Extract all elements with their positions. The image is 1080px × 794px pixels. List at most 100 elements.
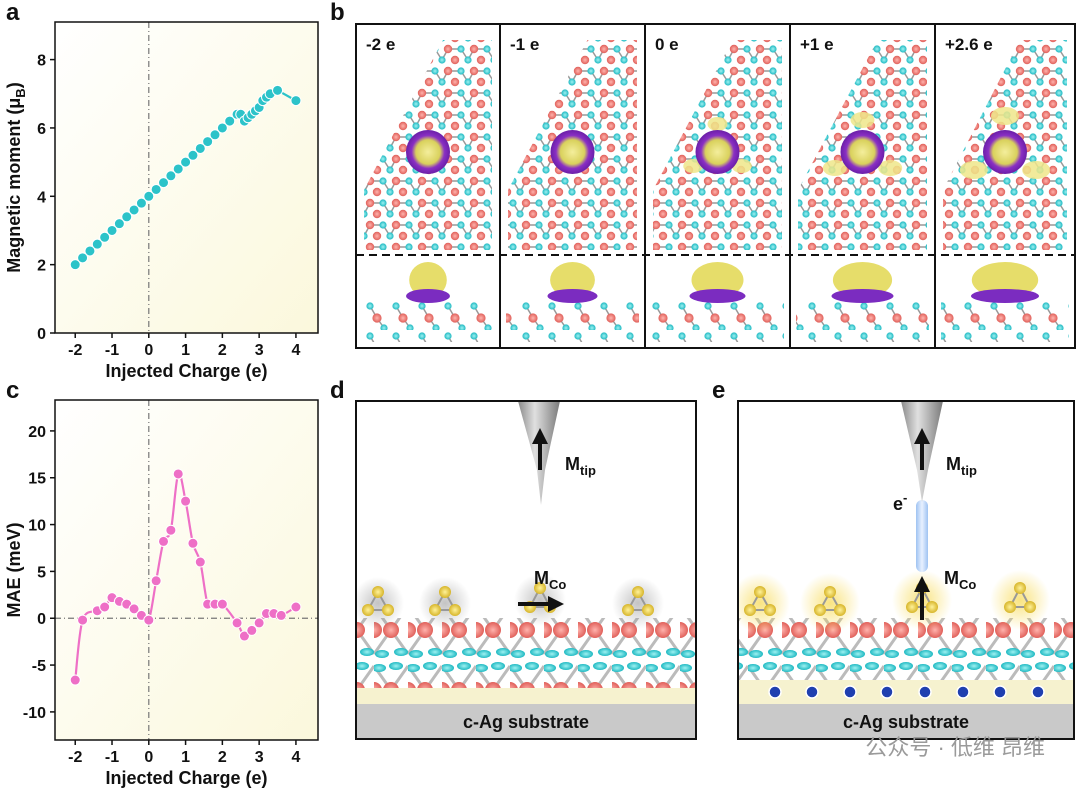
plot-background bbox=[55, 22, 318, 333]
column-label: -2 e bbox=[366, 35, 395, 54]
substrate-label: c-Ag substrate bbox=[463, 712, 589, 732]
charge-lobe bbox=[822, 160, 847, 176]
tunnel-current bbox=[916, 500, 928, 572]
x-tick-label: -1 bbox=[105, 342, 119, 359]
data-point bbox=[202, 136, 214, 148]
co-trimers bbox=[738, 570, 1050, 633]
data-point bbox=[180, 156, 192, 168]
y-axis-title-part: MAE (meV) bbox=[4, 522, 24, 617]
x-axis-title: Injected Charge (e) bbox=[105, 768, 267, 788]
charge-density bbox=[840, 130, 885, 174]
x-axis-title: Injected Charge (e) bbox=[105, 361, 267, 381]
panel-b: -2 e -1 e 0 e +1 e +2.6 e bbox=[355, 23, 1076, 349]
y-tick-label: 8 bbox=[37, 53, 46, 70]
data-point bbox=[121, 211, 133, 223]
x-tick-label: 2 bbox=[218, 749, 227, 766]
charge-side bbox=[691, 262, 744, 298]
co-label: MCo bbox=[534, 568, 566, 592]
panel-label: c bbox=[6, 377, 19, 404]
data-point bbox=[194, 556, 206, 568]
data-point bbox=[224, 115, 236, 127]
data-point bbox=[165, 170, 177, 182]
charge-lobe bbox=[959, 161, 988, 179]
data-point bbox=[272, 84, 284, 96]
data-point bbox=[150, 575, 162, 587]
data-point bbox=[69, 259, 81, 271]
y-tick-label: 4 bbox=[37, 189, 46, 206]
data-point bbox=[187, 537, 199, 549]
electron-label: e- bbox=[893, 490, 907, 514]
panel-d: Mtip MCo c-Ag substrate bbox=[355, 400, 697, 740]
data-point bbox=[143, 614, 155, 626]
data-point bbox=[165, 524, 177, 536]
charge-side bbox=[547, 289, 598, 303]
y-tick-label: 20 bbox=[28, 424, 46, 441]
x-tick-label: 1 bbox=[181, 342, 190, 359]
charge-density bbox=[695, 130, 740, 174]
charge-lobe bbox=[707, 117, 728, 131]
charge-side bbox=[971, 289, 1039, 303]
x-tick-label: 2 bbox=[218, 342, 227, 359]
columns: -2 e -1 e 0 e +1 e +2.6 e bbox=[362, 24, 1069, 348]
plot-frame bbox=[54, 399, 319, 741]
lattice-side bbox=[651, 300, 784, 342]
data-point bbox=[180, 495, 192, 507]
watermark: 公众号 · 低维 昂维 bbox=[865, 735, 1045, 760]
tip-label: Mtip bbox=[565, 454, 596, 478]
charge-density bbox=[983, 130, 1027, 174]
chart: -2 -1 0 1 2 3 4 0 2 4 6 8 Injected Charge (e) Magneti… bbox=[4, 21, 319, 381]
column: 0 e bbox=[644, 24, 784, 348]
lattice-side bbox=[506, 300, 639, 342]
y-axis-title-part: ) bbox=[4, 82, 24, 88]
x-tick-label: 4 bbox=[291, 342, 300, 359]
substrate bbox=[356, 704, 696, 739]
y-tick-label: 0 bbox=[37, 611, 46, 628]
data-point bbox=[106, 224, 118, 236]
y-tick-label: 15 bbox=[28, 471, 46, 488]
data-point bbox=[135, 197, 147, 209]
data-point bbox=[128, 603, 140, 615]
data-point bbox=[158, 177, 170, 189]
data-point bbox=[91, 238, 103, 250]
data-point bbox=[290, 601, 302, 613]
y-axis-title-part: Magnetic moment (μ bbox=[4, 98, 24, 273]
data-point bbox=[99, 231, 111, 243]
charge-side bbox=[971, 262, 1039, 298]
y-tick-label: 6 bbox=[37, 121, 46, 138]
lattice-side bbox=[941, 300, 1069, 342]
charge-lobe bbox=[878, 160, 903, 176]
charge-side bbox=[406, 289, 450, 303]
x-tick-label: -2 bbox=[68, 749, 82, 766]
data-point bbox=[128, 204, 140, 216]
panel-label: d bbox=[330, 377, 345, 404]
column-label: -1 e bbox=[510, 35, 539, 54]
panel-label: b bbox=[330, 0, 345, 26]
frame bbox=[737, 400, 1075, 740]
data-point bbox=[113, 218, 125, 230]
data-point bbox=[150, 183, 162, 195]
data-point bbox=[158, 535, 170, 547]
interface bbox=[738, 680, 1074, 704]
data-point bbox=[77, 252, 89, 264]
data-point bbox=[253, 617, 265, 629]
data-point bbox=[216, 122, 228, 134]
lattice-side bbox=[796, 300, 929, 342]
x-tick-label: -1 bbox=[105, 749, 119, 766]
interface bbox=[356, 688, 696, 704]
x-tick-label: 1 bbox=[181, 749, 190, 766]
y-tick-label: -10 bbox=[23, 705, 46, 722]
column: -2 e bbox=[362, 35, 494, 342]
plot-background bbox=[55, 400, 318, 740]
charge-side bbox=[550, 262, 595, 298]
panel-e: Mtip e- MCo c-Ag substrate 公众号 · 低维 昂维 bbox=[737, 400, 1075, 760]
lattice-side bbox=[362, 300, 494, 342]
data-point bbox=[216, 598, 228, 610]
y-tick-label: 2 bbox=[37, 258, 46, 275]
frame bbox=[355, 400, 697, 740]
y-tick-label: -5 bbox=[32, 658, 46, 675]
column-label: +1 e bbox=[800, 35, 834, 54]
data-point bbox=[231, 617, 243, 629]
data-point bbox=[187, 149, 199, 161]
